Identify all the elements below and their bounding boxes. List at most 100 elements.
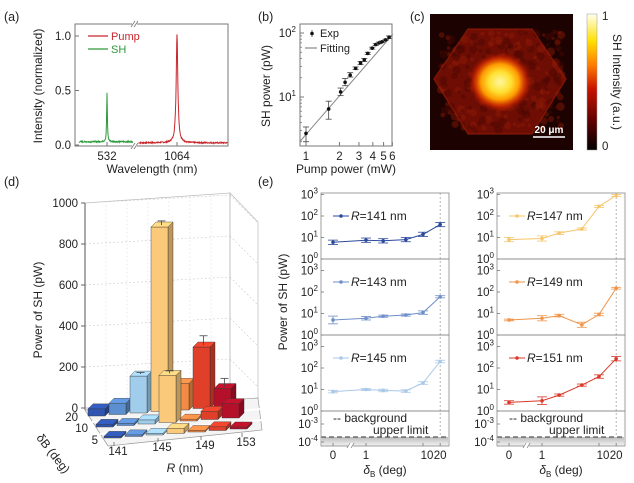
speckle bbox=[530, 95, 537, 102]
bar-top-face bbox=[192, 341, 216, 348]
speckle bbox=[559, 51, 565, 57]
speckle bbox=[506, 47, 514, 55]
speckle bbox=[474, 51, 478, 54]
marker bbox=[370, 46, 375, 50]
data-point bbox=[347, 72, 354, 78]
x-tick-label: 145 bbox=[152, 442, 171, 454]
speckle bbox=[543, 77, 550, 84]
speckle bbox=[504, 32, 509, 37]
marker bbox=[365, 51, 370, 56]
data-point bbox=[325, 100, 332, 120]
speckle bbox=[528, 63, 536, 70]
y-tick-label: 101 bbox=[301, 306, 319, 321]
speckle bbox=[495, 110, 502, 118]
speckle bbox=[525, 38, 529, 42]
speckle bbox=[440, 112, 446, 118]
bar-top-face bbox=[158, 370, 182, 376]
legend-label-fitting: Fitting bbox=[320, 43, 350, 55]
y-tick-label-exp: 3 bbox=[314, 187, 319, 196]
marker bbox=[377, 41, 381, 45]
marker bbox=[438, 222, 442, 227]
depth-tick-label: 5 bbox=[92, 435, 98, 447]
speckle bbox=[548, 68, 557, 77]
x-tick-label: 20 bbox=[434, 450, 447, 462]
y-tick-label-base: 10 bbox=[477, 190, 490, 202]
y-tick-label-base: 10 bbox=[477, 406, 490, 418]
speckle bbox=[440, 106, 450, 116]
data-point bbox=[400, 237, 411, 243]
y-tick-label-base: 10 bbox=[301, 342, 314, 354]
speckle bbox=[451, 72, 458, 80]
panel-label-a: (a) bbox=[4, 10, 19, 24]
fit-line bbox=[299, 34, 394, 142]
x-axis-symbol: δ bbox=[363, 463, 370, 477]
marker bbox=[557, 393, 561, 397]
speckle bbox=[505, 46, 514, 55]
data-point bbox=[400, 313, 411, 317]
bar-r141-d10 bbox=[95, 418, 119, 428]
y-tick-label-exp: 1 bbox=[490, 230, 495, 239]
y-tick-label: 1.0 bbox=[55, 31, 71, 43]
speckle bbox=[455, 45, 464, 54]
subplot-frame bbox=[496, 410, 626, 447]
speckle bbox=[487, 30, 495, 37]
y-tick-label: 800 bbox=[59, 239, 78, 251]
speckle bbox=[447, 35, 456, 44]
y-tick-label-exp: 2 bbox=[292, 25, 297, 34]
speckle bbox=[461, 122, 468, 129]
speckle bbox=[445, 50, 449, 54]
speckle bbox=[538, 108, 543, 112]
y-tick-label-base: 10 bbox=[477, 266, 490, 278]
speckle bbox=[457, 105, 465, 113]
bar-front-face bbox=[145, 433, 164, 436]
marker bbox=[353, 66, 358, 71]
speckle bbox=[476, 121, 482, 126]
y-tick-label-exp: 2 bbox=[490, 208, 495, 217]
wall-gridline bbox=[229, 276, 259, 306]
bar-front-face bbox=[87, 408, 106, 417]
y-tick-label-base: 10 bbox=[301, 309, 314, 321]
legend-marker bbox=[515, 280, 519, 284]
speckle bbox=[542, 86, 548, 92]
y-tick-label-base: 10 bbox=[301, 330, 314, 342]
axis-break-gap-top bbox=[132, 21, 137, 27]
y-tick-label: 103 bbox=[301, 187, 319, 202]
speckle bbox=[465, 64, 470, 70]
speckle bbox=[527, 123, 532, 127]
y-tick-label: 103 bbox=[477, 187, 495, 202]
y-tick-label-exp: 2 bbox=[314, 284, 319, 293]
bar-top-face bbox=[166, 423, 190, 429]
speckle bbox=[525, 39, 533, 47]
colorbar bbox=[586, 13, 598, 151]
y-tick-label: 103 bbox=[301, 339, 319, 354]
bar-r143-d20 bbox=[108, 397, 132, 415]
background-label-line2: upper limit bbox=[549, 423, 605, 437]
speckle bbox=[557, 30, 562, 35]
y-tick-label: 1000 bbox=[52, 198, 78, 210]
speckle bbox=[460, 109, 464, 113]
speckle bbox=[554, 36, 563, 45]
marker bbox=[304, 131, 308, 136]
speckle bbox=[446, 46, 451, 50]
depth-tick-label: 10 bbox=[75, 423, 88, 435]
speckle bbox=[438, 32, 445, 38]
speckle bbox=[520, 122, 525, 127]
y-tick-label-base: 10 bbox=[477, 342, 490, 354]
data-point bbox=[382, 38, 389, 42]
legend-label: R=149 nm bbox=[527, 275, 583, 289]
speckle bbox=[470, 32, 478, 41]
speckle bbox=[508, 42, 514, 48]
speckle bbox=[553, 76, 561, 84]
wall-gridline bbox=[229, 194, 259, 224]
y-tick-label: 600 bbox=[59, 280, 78, 292]
speckle bbox=[513, 42, 522, 51]
speckle bbox=[451, 60, 458, 66]
bar-front-face bbox=[192, 346, 211, 409]
speckle bbox=[535, 104, 539, 108]
y-tick-label-exp: 2 bbox=[490, 284, 495, 293]
